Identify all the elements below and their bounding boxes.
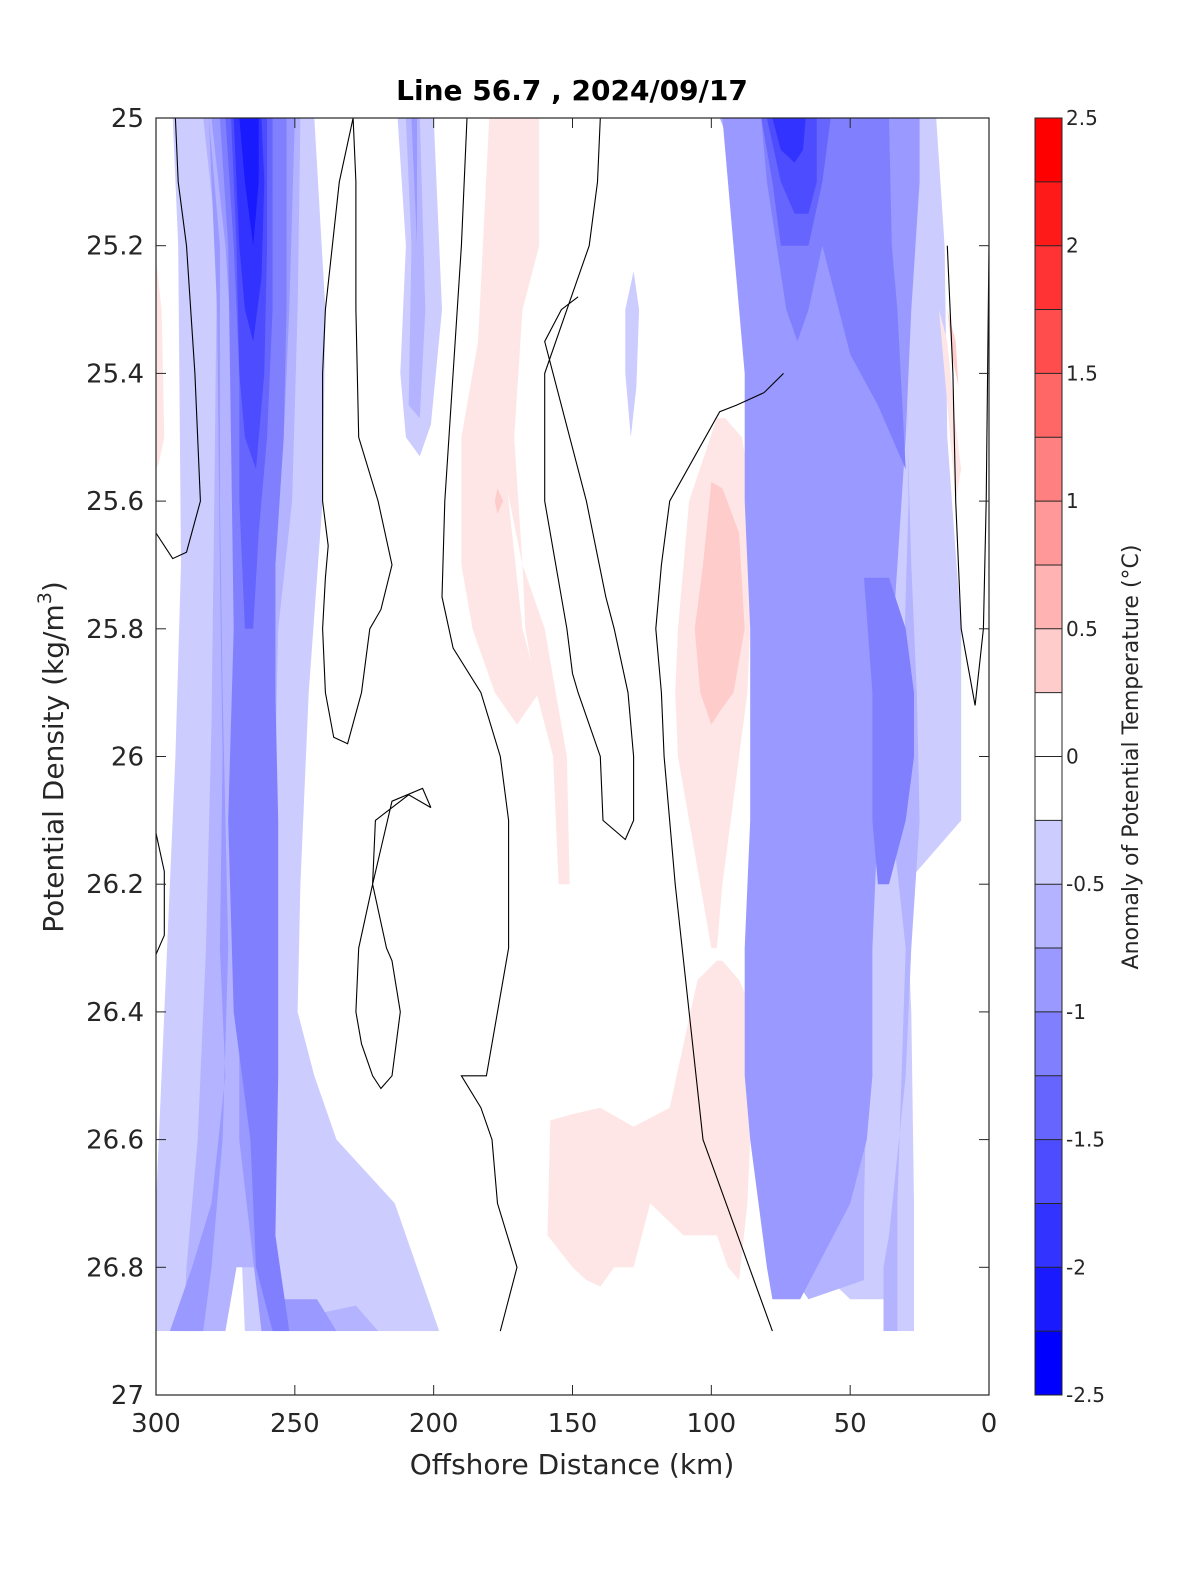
x-axis: 300 250 200 150 100 50 0 (131, 118, 997, 1439)
chart-title: Line 56.7 , 2024/09/17 (396, 74, 748, 107)
contour-region (772, 118, 806, 163)
y-tick-label: 26 (111, 743, 144, 773)
zero-contour-line (441, 118, 518, 1332)
contour-region (722, 118, 920, 1300)
y-axis-label-sup: 3 (34, 592, 56, 604)
contour-region (461, 118, 540, 725)
colorbar-band (1035, 373, 1062, 438)
y-tick-label: 27 (111, 1381, 144, 1411)
zero-contour-line (156, 118, 201, 560)
y-tick-label: 26.6 (86, 1126, 144, 1156)
colorbar-tick-label: -1.5 (1066, 1128, 1105, 1152)
contour-region (156, 258, 165, 470)
x-tick-label: 50 (834, 1409, 867, 1439)
colorbar-band (1035, 245, 1062, 311)
colorbar-band (1035, 564, 1062, 630)
contour-region (547, 960, 753, 1287)
y-axis-label-suffix: ) (37, 581, 70, 592)
contour-region (494, 488, 504, 514)
y-tick-label: 25.2 (86, 232, 144, 262)
colorbar-band (1035, 1203, 1062, 1268)
x-tick-label: 250 (270, 1409, 320, 1439)
colorbar-band (1035, 1075, 1062, 1141)
colorbar-tick-label: 0 (1066, 745, 1079, 769)
colorbar-band (1035, 756, 1062, 821)
zero-contour-line (655, 373, 784, 1332)
colorbar-band (1035, 437, 1062, 502)
colorbar-label: Anomaly of Potential Temperature (°C) (1119, 545, 1144, 970)
colorbar-band (1035, 628, 1062, 694)
y-tick-label: 26.4 (86, 998, 144, 1028)
x-tick-label: 150 (548, 1409, 598, 1439)
contour-region (939, 309, 962, 502)
zero-contour-line (355, 787, 432, 1090)
colorbar: 2.5 2 1.5 1 0.5 0 -0.5 -1 -1.5 -2 -2.5 (1034, 106, 1105, 1407)
zero-contour-line (156, 832, 165, 955)
zero-contour-line (322, 118, 393, 745)
colorbar-tick-label: -2.5 (1066, 1383, 1105, 1407)
colorbar-band (1035, 948, 1062, 1013)
y-tick-label: 25 (111, 104, 144, 134)
colorbar-band (1035, 884, 1062, 949)
filled-contours (156, 118, 989, 1395)
zero-contour-line (946, 245, 989, 706)
no-data-area (156, 1331, 989, 1395)
colorbar-band (1035, 118, 1062, 183)
colorbar-band (1035, 1267, 1062, 1332)
x-axis-label: Offshore Distance (km) (410, 1448, 735, 1481)
x-tick-label: 0 (981, 1409, 998, 1439)
colorbar-band (1035, 309, 1062, 374)
contour-region (411, 118, 420, 310)
contour-region (947, 309, 959, 387)
zero-contour-lines (156, 118, 989, 1332)
colorbar-band (1035, 1011, 1062, 1077)
colorbar-tick-label: 2 (1066, 234, 1079, 258)
colorbar-tick-label: -0.5 (1066, 872, 1105, 896)
contour-region (694, 481, 745, 725)
contour-region (239, 118, 259, 246)
colorbar-band (1035, 181, 1062, 247)
y-tick-label: 25.8 (86, 615, 144, 645)
plot-area (155, 117, 990, 1396)
contour-region (219, 118, 290, 1332)
colorbar-tick-label: -2 (1066, 1255, 1086, 1279)
y-tick-label: 26.2 (86, 870, 144, 900)
x-tick-label: 100 (687, 1409, 737, 1439)
contour-region (405, 118, 426, 419)
zero-contour-line (544, 118, 635, 841)
colorbar-frame (1034, 117, 1063, 1396)
x-tick-label: 200 (409, 1409, 459, 1439)
colorbar-band (1035, 501, 1062, 566)
x-tick-label: 300 (131, 1409, 181, 1439)
colorbar-tick-label: 2.5 (1066, 106, 1098, 130)
colorbar-tick-label: 1 (1066, 489, 1079, 513)
colorbar-tick-label: 1.5 (1066, 361, 1098, 385)
colorbar-tick-label: -1 (1066, 1000, 1086, 1024)
y-tick-label: 25.6 (86, 487, 144, 517)
colorbar-band (1035, 1331, 1062, 1396)
colorbar-band (1035, 1139, 1062, 1204)
contour-region (864, 577, 914, 885)
colorbar-band (1035, 820, 1062, 885)
y-tick-label: 26.8 (86, 1253, 144, 1283)
y-tick-label: 25.4 (86, 359, 144, 389)
y-axis-label: Potential Density (kg/m3) (34, 581, 70, 933)
y-axis: 25 25.2 25.4 25.6 25.8 26 26.2 26.4 26.6 26.8 27 (86, 104, 989, 1411)
colorbar-band (1035, 692, 1062, 757)
colorbar-tick-label: 0.5 (1066, 617, 1098, 641)
y-axis-label-prefix: Potential Density (kg/m (37, 604, 70, 933)
contour-region (625, 271, 640, 438)
